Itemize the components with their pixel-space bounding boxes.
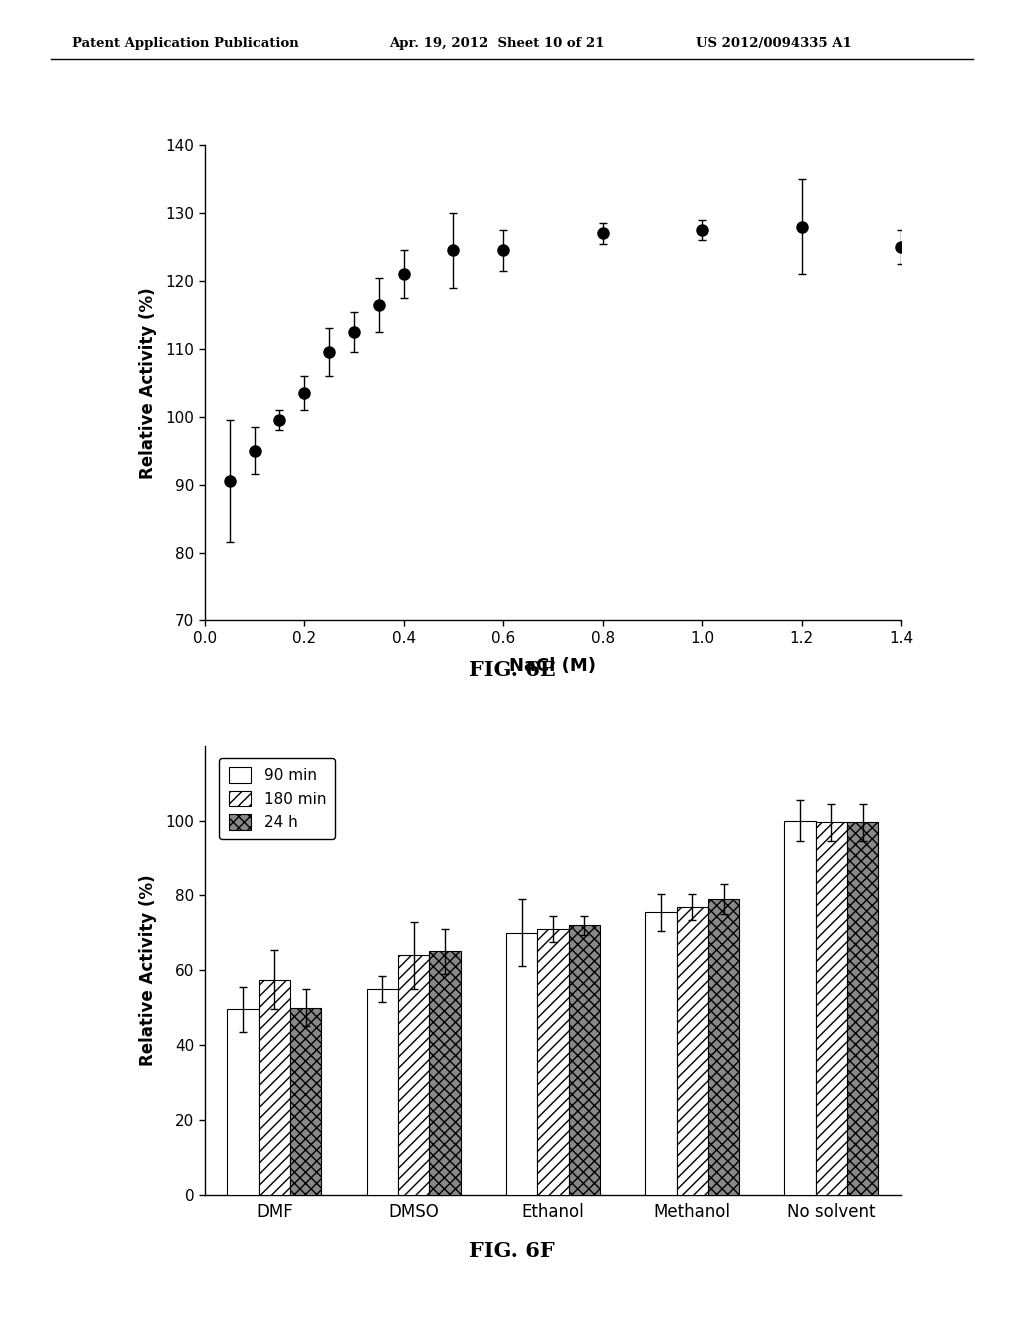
Y-axis label: Relative Activity (%): Relative Activity (%) bbox=[139, 874, 157, 1067]
Bar bbox=[708, 899, 739, 1195]
Text: FIG. 6F: FIG. 6F bbox=[469, 1241, 555, 1261]
Bar bbox=[367, 989, 398, 1195]
Text: FIG. 6E: FIG. 6E bbox=[469, 660, 555, 680]
Bar bbox=[429, 952, 461, 1195]
Bar bbox=[816, 822, 847, 1195]
Bar bbox=[227, 1010, 259, 1195]
Text: US 2012/0094335 A1: US 2012/0094335 A1 bbox=[696, 37, 852, 50]
Bar bbox=[568, 925, 600, 1195]
Bar bbox=[259, 979, 290, 1195]
X-axis label: NaCl (M): NaCl (M) bbox=[510, 657, 596, 675]
Bar bbox=[847, 822, 879, 1195]
Bar bbox=[290, 1007, 322, 1195]
Bar bbox=[645, 912, 677, 1195]
Bar bbox=[506, 933, 538, 1195]
Bar bbox=[538, 929, 568, 1195]
Bar bbox=[784, 821, 816, 1195]
Text: Apr. 19, 2012  Sheet 10 of 21: Apr. 19, 2012 Sheet 10 of 21 bbox=[389, 37, 604, 50]
Legend: 90 min, 180 min, 24 h: 90 min, 180 min, 24 h bbox=[219, 758, 336, 840]
Y-axis label: Relative Activity (%): Relative Activity (%) bbox=[139, 286, 157, 479]
Bar bbox=[677, 907, 708, 1195]
Bar bbox=[398, 956, 429, 1195]
Text: Patent Application Publication: Patent Application Publication bbox=[72, 37, 298, 50]
